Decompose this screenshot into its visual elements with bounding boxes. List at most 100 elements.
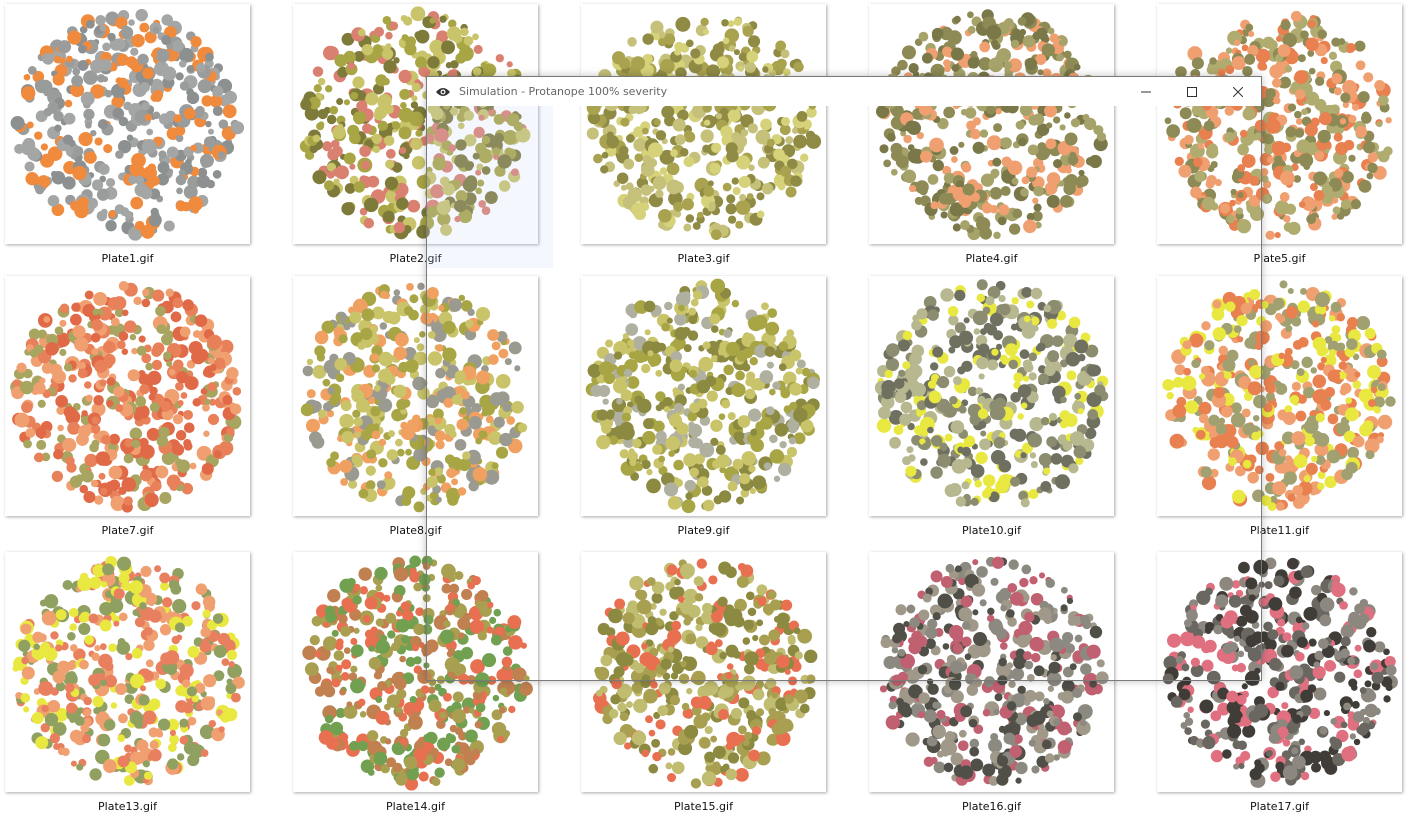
plate-dot — [927, 309, 939, 321]
plate-dot — [343, 99, 350, 106]
plate-dot — [801, 367, 811, 377]
plate-dot — [1023, 315, 1031, 323]
plate-dot — [641, 363, 651, 374]
plate-dot — [341, 202, 355, 216]
plate-dot — [950, 420, 965, 434]
plate-dot — [1307, 19, 1317, 29]
plate-dot — [304, 662, 319, 677]
file-item[interactable]: Plate8.gif — [293, 276, 538, 537]
plate-dot — [993, 231, 1001, 240]
plate-dot — [28, 328, 41, 340]
plate-dot — [958, 141, 965, 148]
plate-dot — [766, 138, 775, 147]
plate-dot — [63, 112, 76, 125]
plate-dot — [67, 421, 81, 435]
plate-dot — [334, 357, 348, 371]
plate-dot — [976, 293, 986, 303]
plate-dot — [999, 432, 1006, 439]
plate-dot — [1010, 323, 1018, 331]
file-item[interactable]: Plate2.gif — [293, 4, 538, 265]
plate-dot — [774, 423, 789, 437]
plate-dot — [491, 341, 501, 351]
thumbnail — [5, 276, 250, 516]
file-item[interactable]: Plate11.gif — [1157, 276, 1402, 537]
plate-dot — [432, 408, 444, 420]
plate-dot — [620, 184, 628, 191]
plate-dot — [1010, 39, 1020, 49]
plate-dot — [144, 113, 153, 122]
plate-dot — [93, 291, 108, 306]
plate-dot — [1073, 445, 1087, 459]
file-item[interactable]: Plate10.gif — [869, 276, 1114, 537]
plate-dot — [450, 107, 459, 116]
file-name: Plate13.gif — [98, 800, 157, 813]
plate-dot — [1309, 183, 1318, 192]
plate-dot — [34, 131, 43, 140]
plate-dot — [674, 134, 686, 146]
plate-dot — [649, 360, 656, 368]
plate-dot — [312, 134, 321, 143]
plate-dot — [411, 156, 426, 170]
plate-dot — [1274, 441, 1285, 452]
plate-dot — [720, 125, 733, 139]
plate-dot — [713, 495, 723, 505]
plate-dot — [452, 691, 464, 703]
plate-dot — [1000, 186, 1011, 197]
plate-dot — [1212, 327, 1227, 341]
plate-dot — [759, 370, 774, 384]
file-item[interactable]: Plate1.gif — [5, 4, 250, 265]
plate-dot — [1265, 94, 1274, 103]
file-item[interactable]: Plate9.gif — [581, 276, 826, 537]
plate-dot — [1253, 394, 1267, 409]
plate-dot — [71, 75, 84, 87]
plate-dot — [68, 374, 77, 383]
plate-dot — [424, 133, 435, 144]
plate-dot — [746, 50, 759, 63]
file-item[interactable]: Plate4.gif — [869, 4, 1114, 265]
plate-dot — [685, 39, 694, 48]
plate-dot — [907, 148, 923, 164]
plate-dot — [1007, 58, 1023, 73]
plate-dot — [448, 19, 457, 29]
file-item[interactable]: Plate7.gif — [5, 276, 250, 537]
plate-dot — [304, 150, 315, 160]
plate-dot — [788, 424, 798, 434]
plate-dot — [1198, 373, 1206, 380]
plate-dot — [1275, 501, 1285, 511]
plate-dot — [708, 201, 716, 209]
plate-dot — [173, 114, 182, 123]
plate-dot — [91, 652, 100, 662]
plate-dot — [493, 132, 505, 144]
plate-dot — [767, 308, 778, 319]
plate-dot — [366, 449, 377, 460]
file-item[interactable]: Plate13.gif — [5, 552, 250, 813]
plate-dot — [1314, 150, 1325, 161]
plate-dot — [359, 145, 371, 157]
plate-dot — [1172, 404, 1187, 418]
plate-dot — [937, 117, 949, 130]
plate-dot — [454, 154, 468, 168]
plate-dot — [151, 359, 163, 371]
plate-dot — [1272, 481, 1287, 496]
plate-dot — [919, 438, 926, 445]
file-item[interactable]: Plate14.gif — [293, 552, 538, 813]
plate-dot — [1191, 359, 1201, 369]
plate-dot — [1233, 39, 1241, 46]
plate-dot — [12, 665, 20, 672]
plate-dot — [760, 118, 772, 131]
plate-dot — [70, 313, 82, 326]
plate-dot — [683, 156, 695, 168]
plate-dot — [34, 79, 49, 94]
plate-dot — [884, 369, 893, 379]
plate-dot — [1336, 349, 1346, 358]
plate-dot — [146, 427, 160, 441]
plate-dot — [1078, 169, 1085, 176]
file-item[interactable]: Plate5.gif — [1157, 4, 1402, 265]
plate-dot — [789, 401, 798, 411]
plate-dot — [34, 452, 44, 463]
plate-dot — [1271, 140, 1287, 156]
plate-dot — [1365, 450, 1375, 460]
plate-dot — [458, 632, 465, 639]
plate-dot — [648, 185, 655, 193]
plate-dot — [766, 361, 774, 369]
